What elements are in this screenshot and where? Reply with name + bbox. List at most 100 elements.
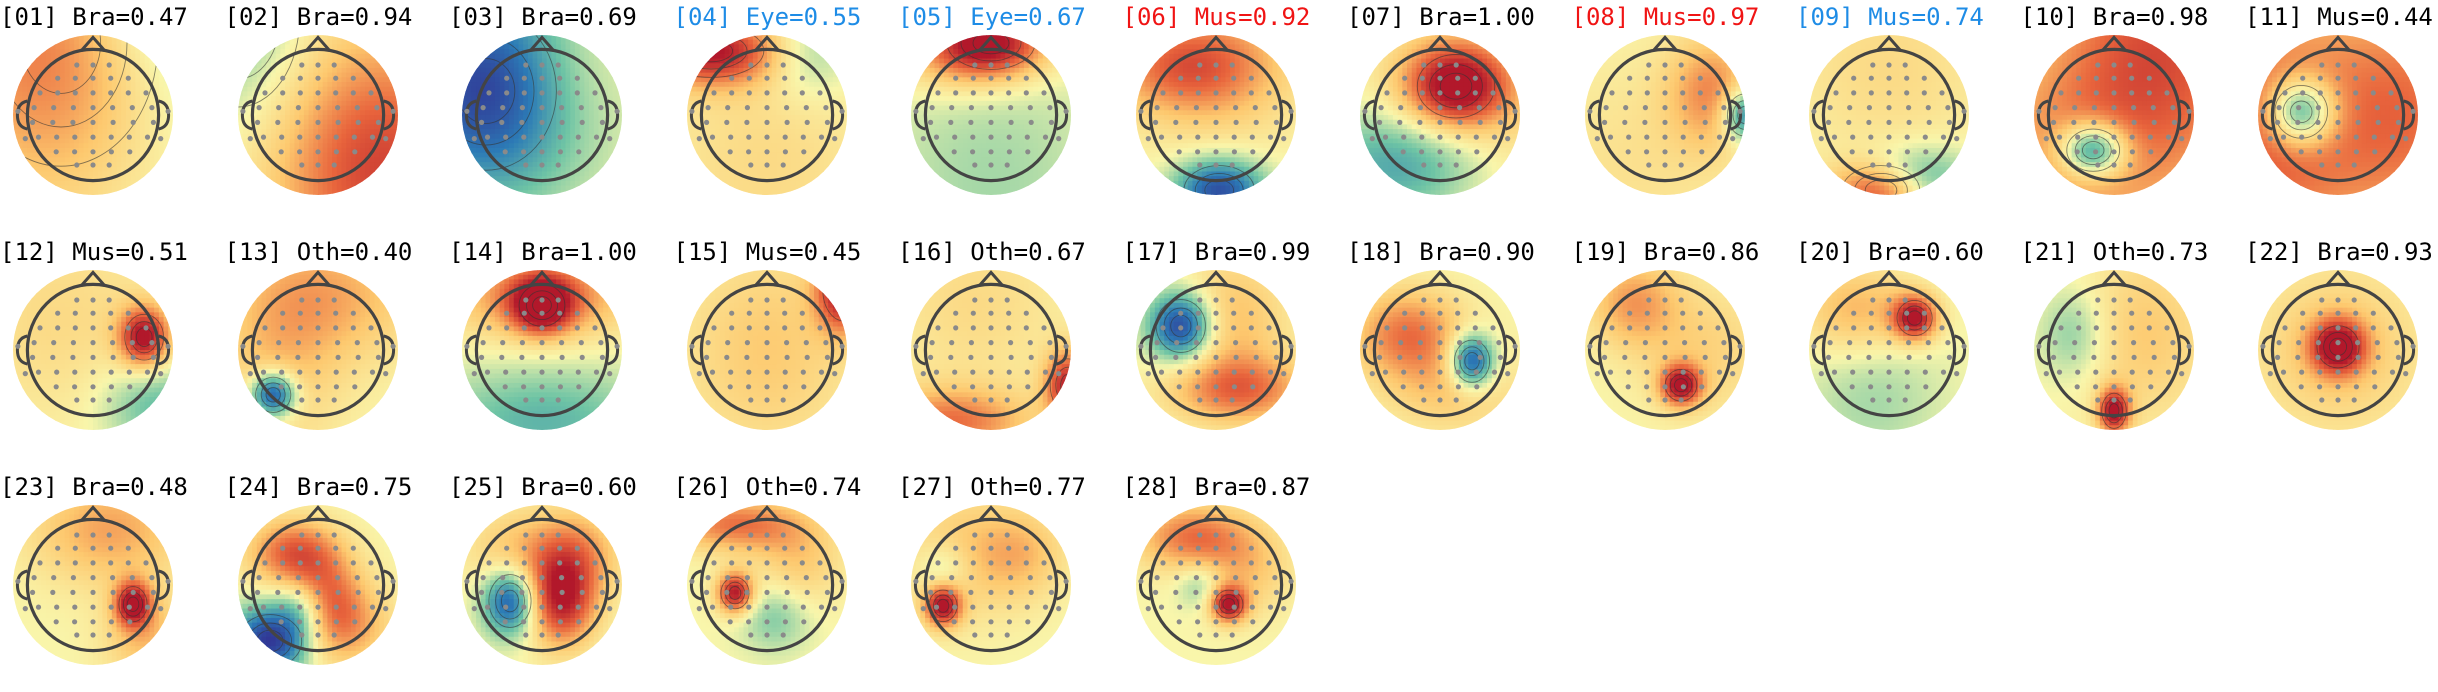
component-class: Bra	[2317, 238, 2360, 266]
component-label: [19] Bra=0.86	[1572, 235, 1760, 269]
component-23: [23] Bra=0.48	[0, 470, 224, 692]
component-label: [13] Oth=0.40	[225, 235, 413, 269]
component-19: [19] Bra=0.86	[1572, 235, 1796, 457]
activation-field	[687, 265, 852, 431]
component-index: [05]	[898, 3, 956, 31]
component-12: [12] Mus=0.51	[0, 235, 224, 457]
activation-field	[462, 505, 623, 666]
activation-field	[2258, 270, 2419, 431]
component-21: [21] Oth=0.73	[2021, 235, 2245, 457]
component-class: Eye	[746, 3, 789, 31]
component-index: [26]	[674, 473, 732, 501]
activation-field	[1585, 35, 1750, 196]
component-score: 0.40	[355, 238, 413, 266]
topomap	[906, 500, 1076, 670]
component-class: Mus	[746, 238, 789, 266]
topomap	[1355, 265, 1525, 435]
component-index: [24]	[225, 473, 283, 501]
topomap	[457, 265, 627, 435]
component-score: 0.74	[1926, 3, 1984, 31]
component-index: [19]	[1572, 238, 1630, 266]
component-index: [08]	[1572, 3, 1630, 31]
topomap	[1804, 265, 1974, 435]
component-label: [25] Bra=0.60	[449, 470, 637, 504]
topomap	[8, 500, 178, 670]
component-score: 0.93	[2375, 238, 2433, 266]
component-label: [28] Bra=0.87	[1123, 470, 1311, 504]
component-05: [05] Eye=0.67	[898, 0, 1122, 222]
activation-field	[1360, 35, 1521, 196]
activation-field	[1585, 270, 1746, 431]
component-score: 0.45	[804, 238, 862, 266]
activation-field	[1809, 270, 1970, 431]
activation-field	[911, 30, 1072, 196]
component-class: Bra	[521, 473, 564, 501]
component-score: 0.73	[2151, 238, 2209, 266]
component-class: Mus	[1868, 3, 1911, 31]
topomap	[2029, 265, 2199, 435]
component-score: 0.51	[130, 238, 188, 266]
topomap	[906, 265, 1076, 435]
component-09: [09] Mus=0.74	[1796, 0, 2020, 222]
component-06: [06] Mus=0.92	[1123, 0, 1347, 222]
component-label: [07] Bra=1.00	[1347, 0, 1535, 34]
component-score: 0.67	[1028, 3, 1086, 31]
component-class: Mus	[2317, 3, 2360, 31]
activation-field	[682, 30, 848, 196]
component-class: Oth	[2093, 238, 2136, 266]
component-label: [10] Bra=0.98	[2021, 0, 2209, 34]
activation-field	[238, 505, 399, 667]
component-label: [05] Eye=0.67	[898, 0, 1086, 34]
component-score: 0.47	[130, 3, 188, 31]
component-label: [16] Oth=0.67	[898, 235, 1086, 269]
component-label: [21] Oth=0.73	[2021, 235, 2209, 269]
topomap	[2253, 265, 2423, 435]
activation-field	[1136, 505, 1297, 666]
topomap	[233, 30, 403, 200]
component-index: [22]	[2245, 238, 2303, 266]
topomap	[2029, 30, 2199, 200]
component-label: [17] Bra=0.99	[1123, 235, 1311, 269]
component-class: Bra	[2093, 3, 2136, 31]
topomap	[1355, 30, 1525, 200]
topomap	[906, 30, 1076, 200]
component-class: Oth	[970, 473, 1013, 501]
component-label: [06] Mus=0.92	[1123, 0, 1311, 34]
component-index: [09]	[1796, 3, 1854, 31]
component-label: [03] Bra=0.69	[449, 0, 637, 34]
component-index: [18]	[1347, 238, 1405, 266]
activation-field	[457, 30, 623, 196]
component-score: 0.44	[2375, 3, 2433, 31]
topomap	[1804, 30, 1974, 200]
component-class: Bra	[1195, 238, 1238, 266]
component-index: [01]	[0, 3, 58, 31]
component-16: [16] Oth=0.67	[898, 235, 1122, 457]
topomap	[1131, 30, 1301, 200]
activation-field	[1809, 35, 1970, 200]
topomap	[233, 500, 403, 670]
component-01: [01] Bra=0.47	[0, 0, 224, 222]
component-index: [15]	[674, 238, 732, 266]
component-index: [12]	[0, 238, 58, 266]
component-label: [26] Oth=0.74	[674, 470, 862, 504]
component-label: [14] Bra=1.00	[449, 235, 637, 269]
topomap	[1580, 265, 1750, 435]
component-label: [11] Mus=0.44	[2245, 0, 2433, 34]
topomap	[233, 265, 403, 435]
activation-field	[687, 505, 848, 666]
topomap	[1131, 500, 1301, 670]
component-class: Oth	[297, 238, 340, 266]
component-index: [10]	[2021, 3, 2079, 31]
component-17: [17] Bra=0.99	[1123, 235, 1347, 457]
activation-field	[911, 270, 1076, 431]
component-index: [02]	[225, 3, 283, 31]
component-04: [04] Eye=0.55	[674, 0, 898, 222]
component-index: [03]	[449, 3, 507, 31]
component-07: [07] Bra=1.00	[1347, 0, 1571, 222]
component-index: [06]	[1123, 3, 1181, 31]
component-index: [14]	[449, 238, 507, 266]
component-class: Bra	[297, 473, 340, 501]
component-score: 0.86	[1702, 238, 1760, 266]
topomap	[457, 500, 627, 670]
component-score: 0.60	[579, 473, 637, 501]
